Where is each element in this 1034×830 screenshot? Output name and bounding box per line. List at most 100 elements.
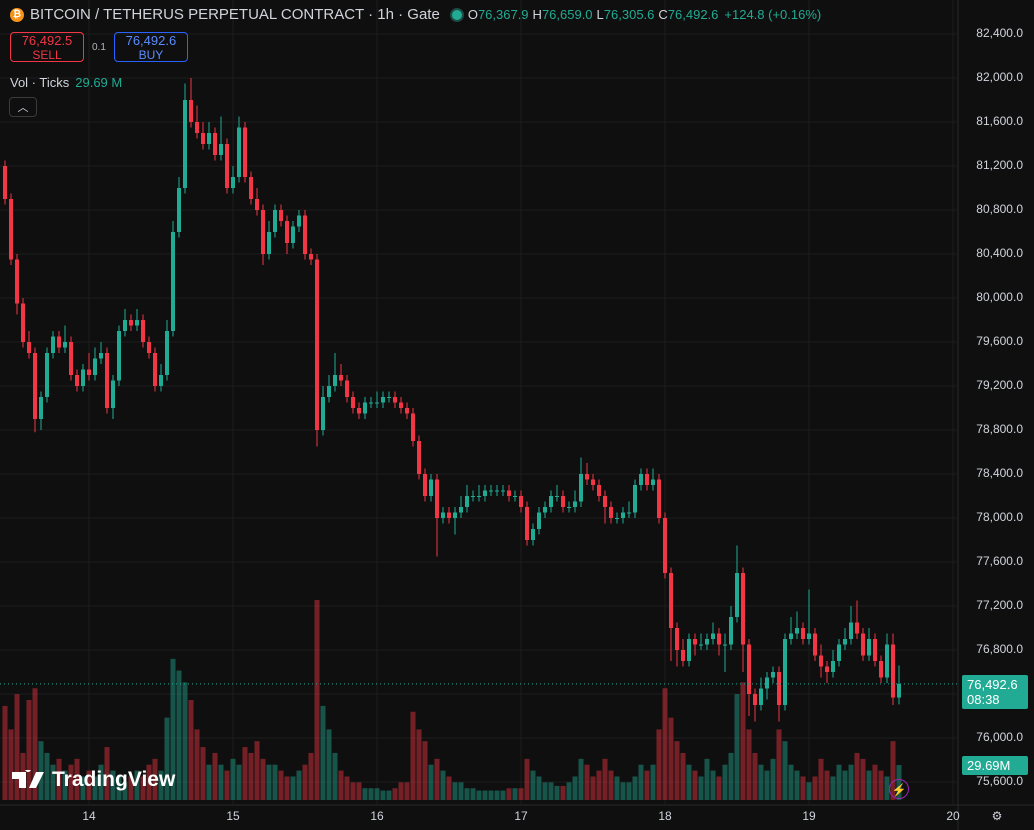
candle-body (777, 672, 781, 706)
volume-bar (494, 790, 500, 800)
volume-bar (704, 758, 710, 800)
volume-bar (44, 752, 50, 800)
volume-bar (506, 788, 512, 800)
volume-bar (290, 776, 296, 800)
volume-bar (110, 770, 116, 800)
volume-indicator: Vol · Ticks (10, 75, 70, 90)
volume-bar (590, 776, 596, 800)
candle-body (603, 496, 607, 508)
candle-body (357, 408, 361, 414)
y-tick-label: 76,800.0 (976, 642, 1023, 656)
candle-body (189, 99, 193, 122)
candle-body (615, 518, 619, 520)
volume-bar (482, 790, 488, 800)
legend-value: 76,367.9 (477, 7, 529, 22)
x-tick-label: 17 (514, 809, 528, 823)
candle-body (561, 496, 565, 508)
volume-bar (98, 764, 104, 800)
candle-body (75, 374, 79, 386)
candle-body (597, 485, 601, 497)
candle-body (657, 479, 661, 519)
volume-bar (644, 770, 650, 800)
candle-body (453, 512, 457, 519)
candle-body (51, 336, 55, 353)
candle-body (327, 385, 331, 397)
candle-body (297, 215, 301, 227)
volume-bar (404, 782, 410, 800)
y-tick-label: 80,400.0 (976, 246, 1023, 260)
volume-bar (230, 758, 236, 800)
volume-bar (626, 782, 632, 800)
candle-body (549, 496, 553, 508)
candle-body (387, 396, 391, 398)
candle-body (837, 644, 841, 662)
candle-body (261, 209, 265, 254)
candle-body (21, 303, 25, 342)
y-tick-label: 78,000.0 (976, 510, 1023, 524)
candle-body (315, 259, 319, 431)
volume-bar (470, 788, 476, 800)
volume-bar (638, 764, 644, 800)
settings-icon[interactable]: ⚙ (992, 809, 1003, 823)
candle-body (693, 639, 697, 645)
candle-body (861, 633, 865, 656)
candle-body (591, 479, 595, 486)
candle-body (351, 396, 355, 409)
volume-bar (728, 752, 734, 800)
volume-bar (476, 790, 482, 800)
candle-body (849, 622, 853, 640)
coin-icon: ₿ (10, 7, 24, 22)
candle-body (33, 352, 37, 420)
candle-body (783, 639, 787, 706)
candle-body (129, 319, 133, 326)
volume-bar (392, 788, 398, 800)
volume-bar (266, 764, 272, 800)
x-tick-label: 16 (370, 809, 384, 823)
legend-key: H (532, 7, 542, 22)
volume-bar (350, 782, 356, 800)
candle-body (213, 132, 217, 155)
candle-body (171, 231, 175, 331)
volume-bar (122, 782, 128, 800)
volume-bar (446, 776, 452, 800)
volume-bar (878, 770, 884, 800)
volume-bar (668, 717, 674, 800)
volume-bar (566, 782, 572, 800)
candle-body (219, 143, 223, 155)
candle-body (675, 628, 679, 651)
volume-bar (380, 790, 386, 800)
status-dot (451, 9, 462, 20)
volume-bar (500, 790, 506, 800)
legend-key: O (467, 7, 478, 22)
candle-body (651, 479, 655, 486)
candle-body (165, 330, 169, 375)
sell-button[interactable]: 76,492.5 SELL (10, 32, 84, 62)
y-tick-label: 78,400.0 (976, 466, 1023, 480)
volume-bar (698, 776, 704, 800)
candle-body (231, 176, 235, 188)
alert-icon[interactable]: ⚡ (889, 779, 909, 799)
volume-bar (452, 782, 458, 800)
volume-bar (128, 776, 134, 800)
volume-bar (536, 776, 542, 800)
candle-body (93, 358, 97, 375)
y-tick-label: 82,400.0 (976, 26, 1023, 40)
candle-body (765, 677, 769, 689)
volume-bar (26, 700, 32, 800)
volume-bar (398, 782, 404, 800)
volume-bar (278, 770, 284, 800)
buy-button[interactable]: 76,492.6 BUY (113, 32, 188, 62)
volume-bar (596, 770, 602, 800)
collapse-button[interactable]: ︿ (9, 97, 37, 117)
candle-body (771, 672, 775, 678)
candle-body (873, 639, 877, 662)
volume-bar (104, 747, 110, 800)
volume-bar (890, 741, 896, 800)
volume-bar (50, 764, 56, 800)
volume-bar (224, 770, 230, 800)
volume-bar (164, 717, 170, 800)
candle-body (447, 512, 451, 519)
volume-bar (116, 776, 122, 800)
candle-body (885, 644, 889, 678)
volume-bar (860, 758, 866, 800)
